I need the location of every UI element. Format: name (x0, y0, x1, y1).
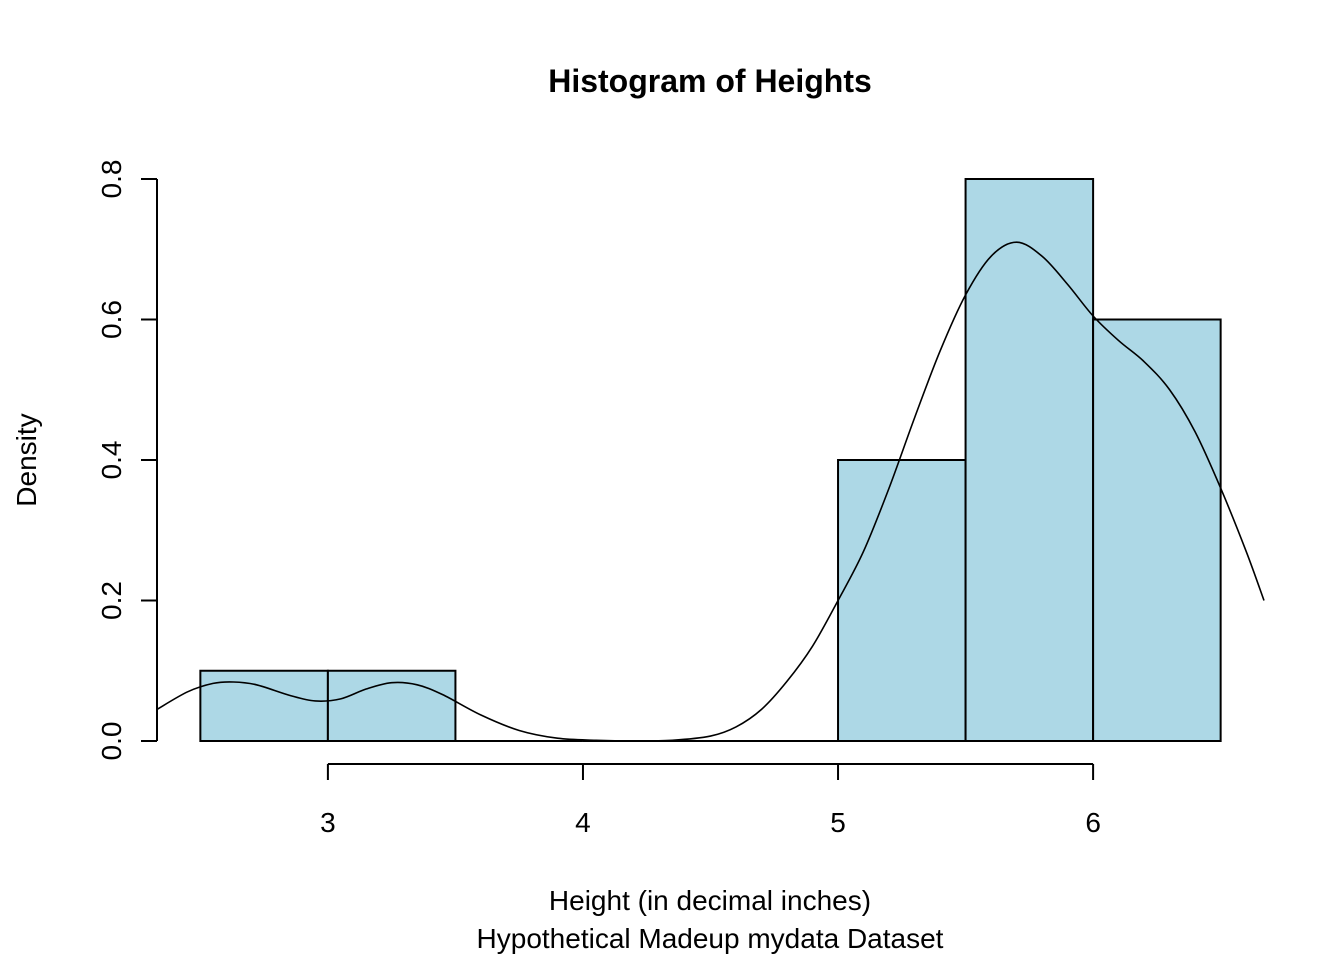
x-tick-label: 6 (1085, 807, 1101, 838)
y-tick-label: 0.6 (96, 300, 127, 339)
chart-title: Histogram of Heights (548, 63, 872, 99)
y-tick-label: 0.8 (96, 160, 127, 199)
x-tick-label: 3 (320, 807, 336, 838)
y-axis-label: Density (11, 413, 42, 506)
histogram-bar (326, 669, 457, 742)
y-ticks-group: 0.0 0.2 0.4 0.6 0.8 (96, 160, 157, 761)
x-ticks-group: 3 4 5 6 (320, 764, 1101, 838)
density-curve (156, 241, 1265, 742)
x-axis-label: Height (in decimal inches) (549, 885, 871, 916)
histogram-bar (964, 178, 1095, 742)
histogram-bar (837, 459, 967, 742)
histogram-bar (1092, 318, 1222, 742)
x-tick-label: 4 (575, 807, 591, 838)
x-tick-label: 5 (830, 807, 846, 838)
y-tick-label: 0.2 (96, 581, 127, 620)
bars-group (199, 178, 1222, 742)
y-tick-label: 0.0 (96, 722, 127, 761)
x-axis-sublabel: Hypothetical Madeup mydata Dataset (477, 923, 944, 954)
y-tick-label: 0.4 (96, 441, 127, 480)
histogram-bar (199, 669, 329, 742)
